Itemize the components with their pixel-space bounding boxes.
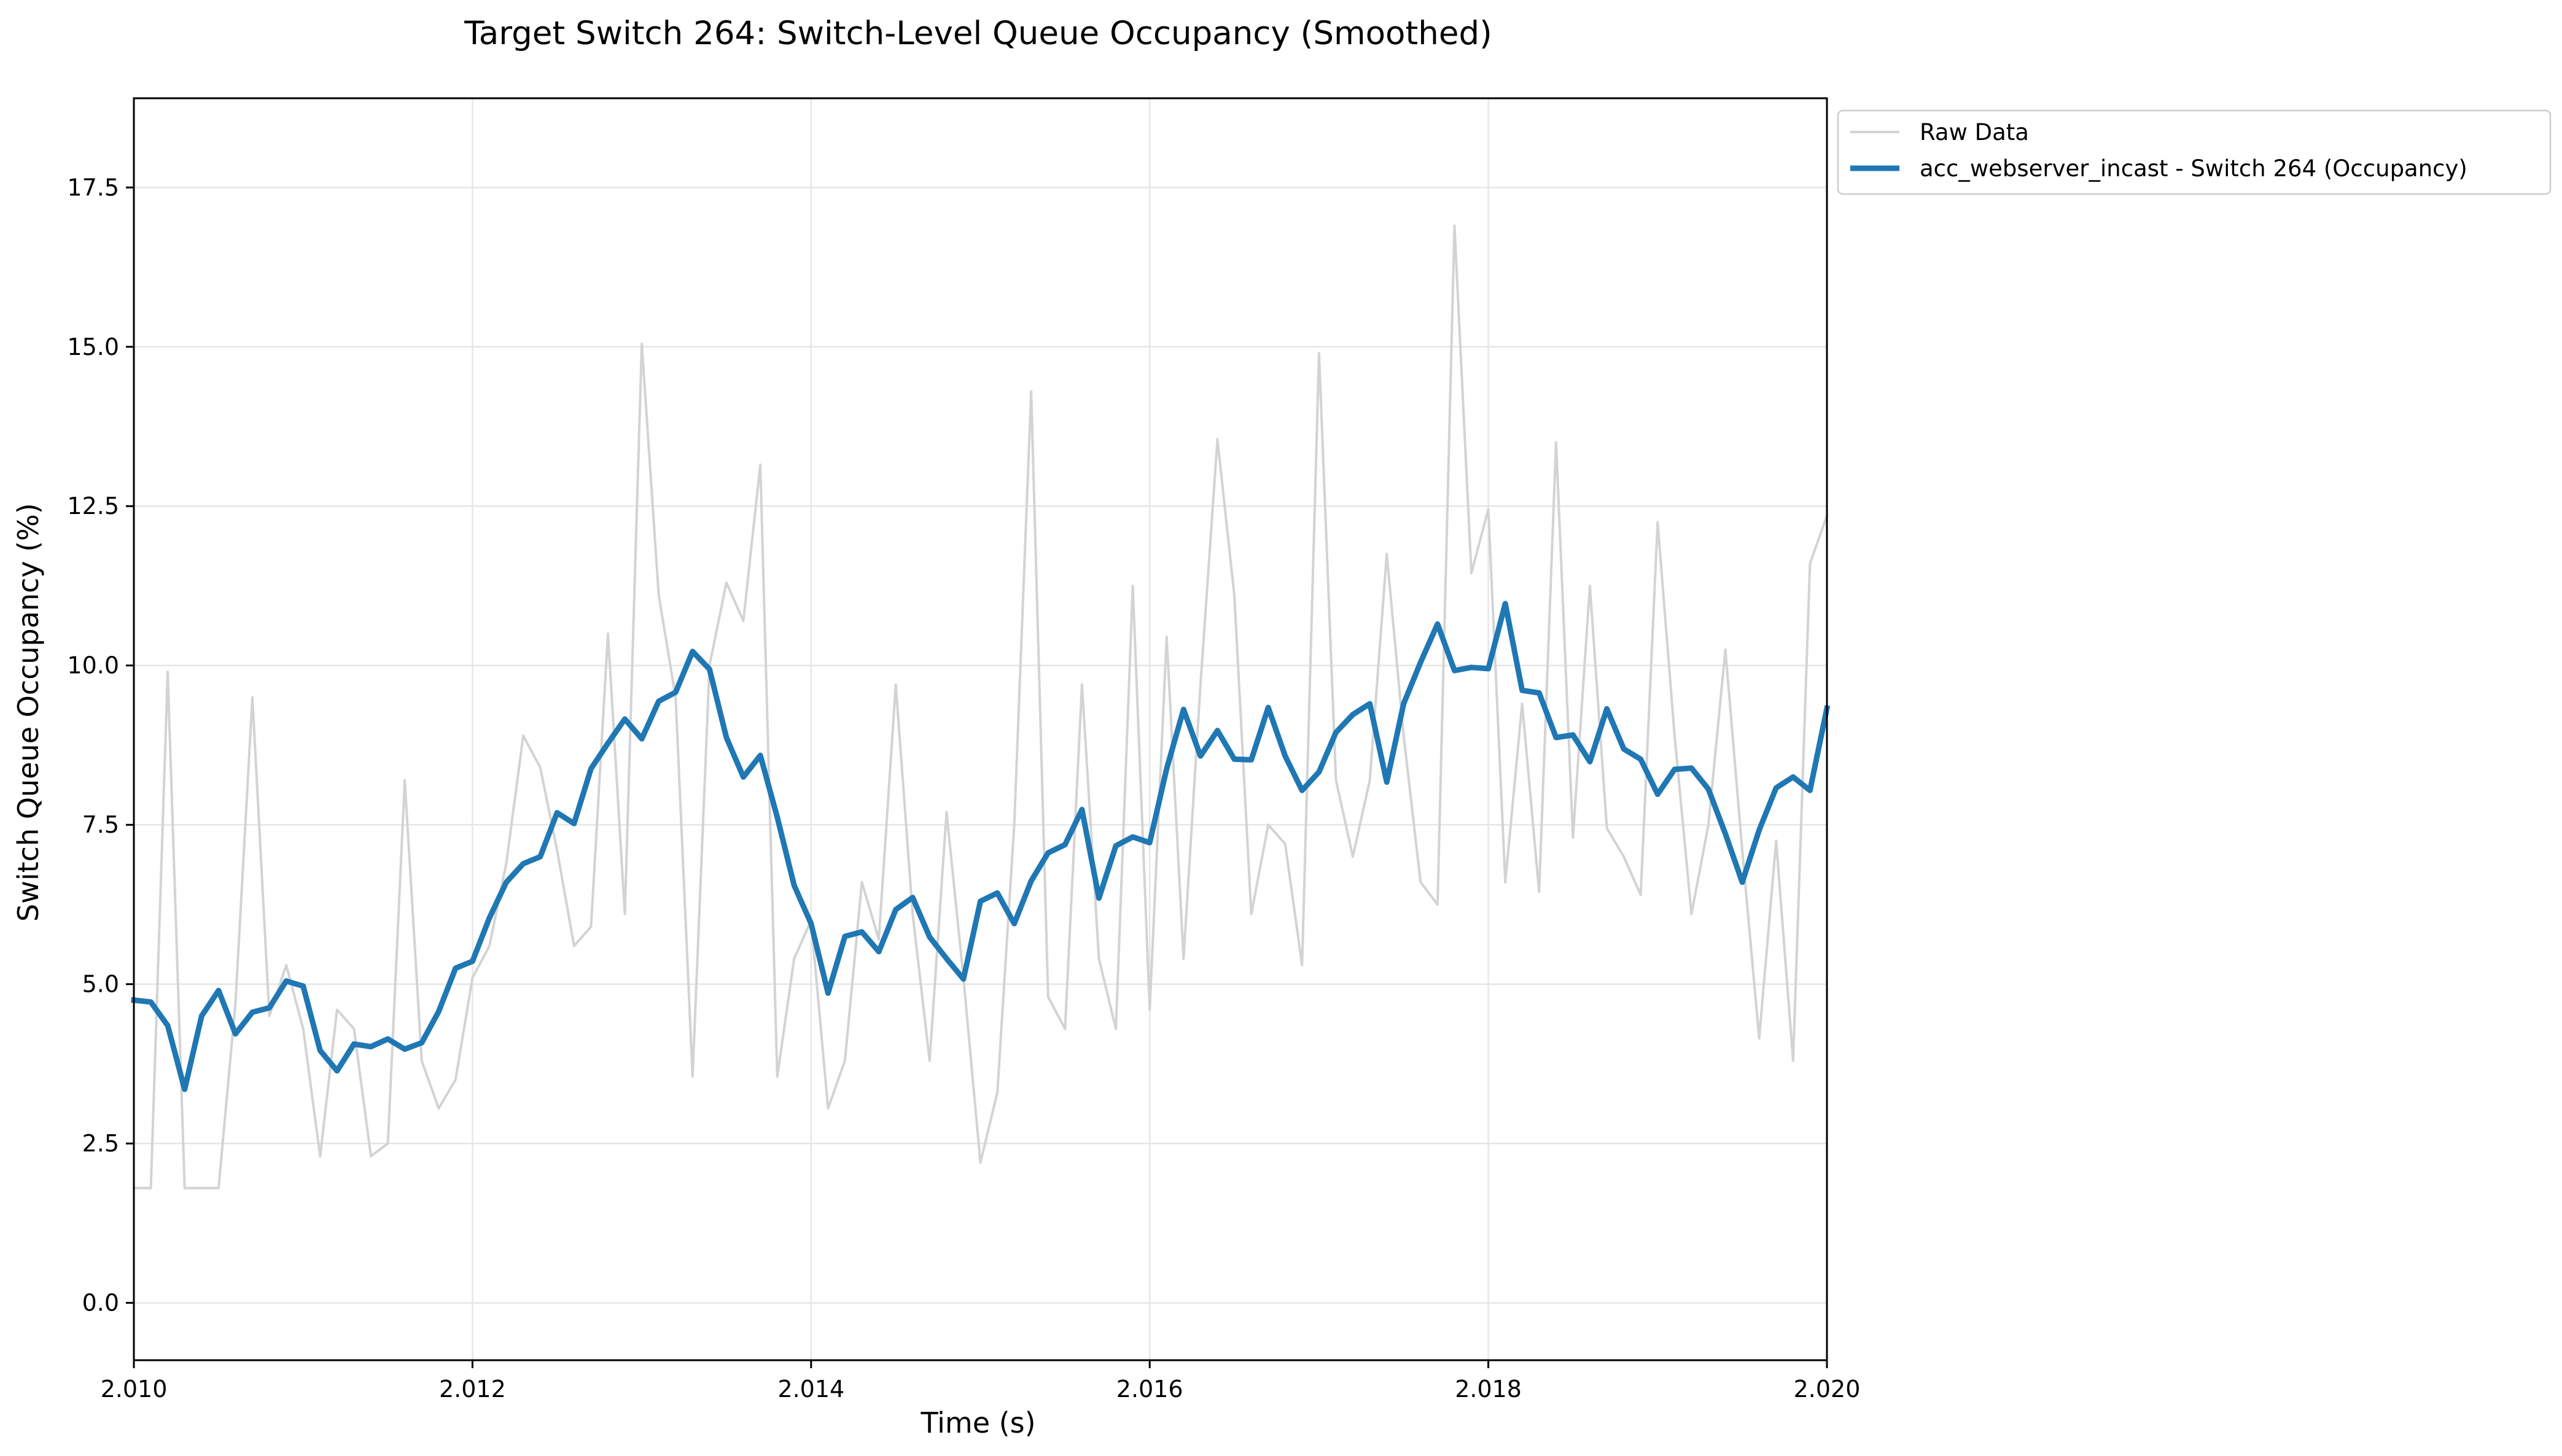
x-tick-label: 2.020 [1794, 1376, 1861, 1403]
chart-title: Target Switch 264: Switch-Level Queue Oc… [464, 15, 1492, 52]
x-tick-label: 2.016 [1116, 1376, 1183, 1403]
y-tick-label: 12.5 [67, 492, 119, 520]
x-tick-label: 2.014 [777, 1376, 844, 1403]
y-tick-label: 0.0 [82, 1290, 119, 1317]
y-tick-label: 10.0 [67, 652, 119, 679]
gridlines [133, 98, 1828, 1360]
y-tick-label: 2.5 [82, 1130, 119, 1157]
series-line-raw-data [133, 224, 1829, 1189]
series-line-smoothed [131, 601, 1831, 1092]
y-tick-label: 7.5 [82, 811, 119, 838]
plot-series [131, 224, 1831, 1189]
x-axis-label: Time (s) [920, 1406, 1035, 1439]
legend-box [1837, 109, 2552, 195]
y-tick-label: 17.5 [67, 174, 119, 201]
y-axis-label: Switch Queue Occupancy (%) [12, 503, 45, 922]
x-tick-label: 2.010 [101, 1376, 168, 1403]
plot-area-frame [133, 97, 1828, 1361]
x-tick-label: 2.018 [1455, 1376, 1522, 1403]
y-tick-label: 5.0 [82, 971, 119, 998]
legend-label-raw-data: Raw Data [1920, 119, 2029, 146]
legend: Raw Data acc_webserver_incast - Switch 2… [1837, 109, 2552, 195]
y-axis-ticks: 0.0 2.5 5.0 7.5 10.0 12.5 15.0 17.5 [67, 174, 134, 1317]
x-axis-ticks: 2.010 2.012 2.014 2.016 2.018 2.020 [101, 1360, 1861, 1403]
y-tick-label: 15.0 [67, 333, 119, 360]
legend-label-smoothed-series: acc_webserver_incast - Switch 264 (Occup… [1920, 155, 2467, 182]
x-tick-label: 2.012 [439, 1376, 506, 1403]
